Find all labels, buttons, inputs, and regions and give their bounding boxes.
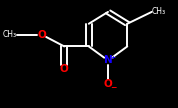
Text: −: − [110, 83, 116, 92]
Text: O: O [60, 64, 69, 74]
Text: CH₃: CH₃ [3, 30, 17, 39]
Text: CH₃: CH₃ [152, 7, 166, 16]
Text: O: O [37, 30, 46, 40]
Text: N: N [104, 56, 112, 65]
Text: +: + [110, 55, 116, 60]
Text: O: O [104, 79, 112, 89]
